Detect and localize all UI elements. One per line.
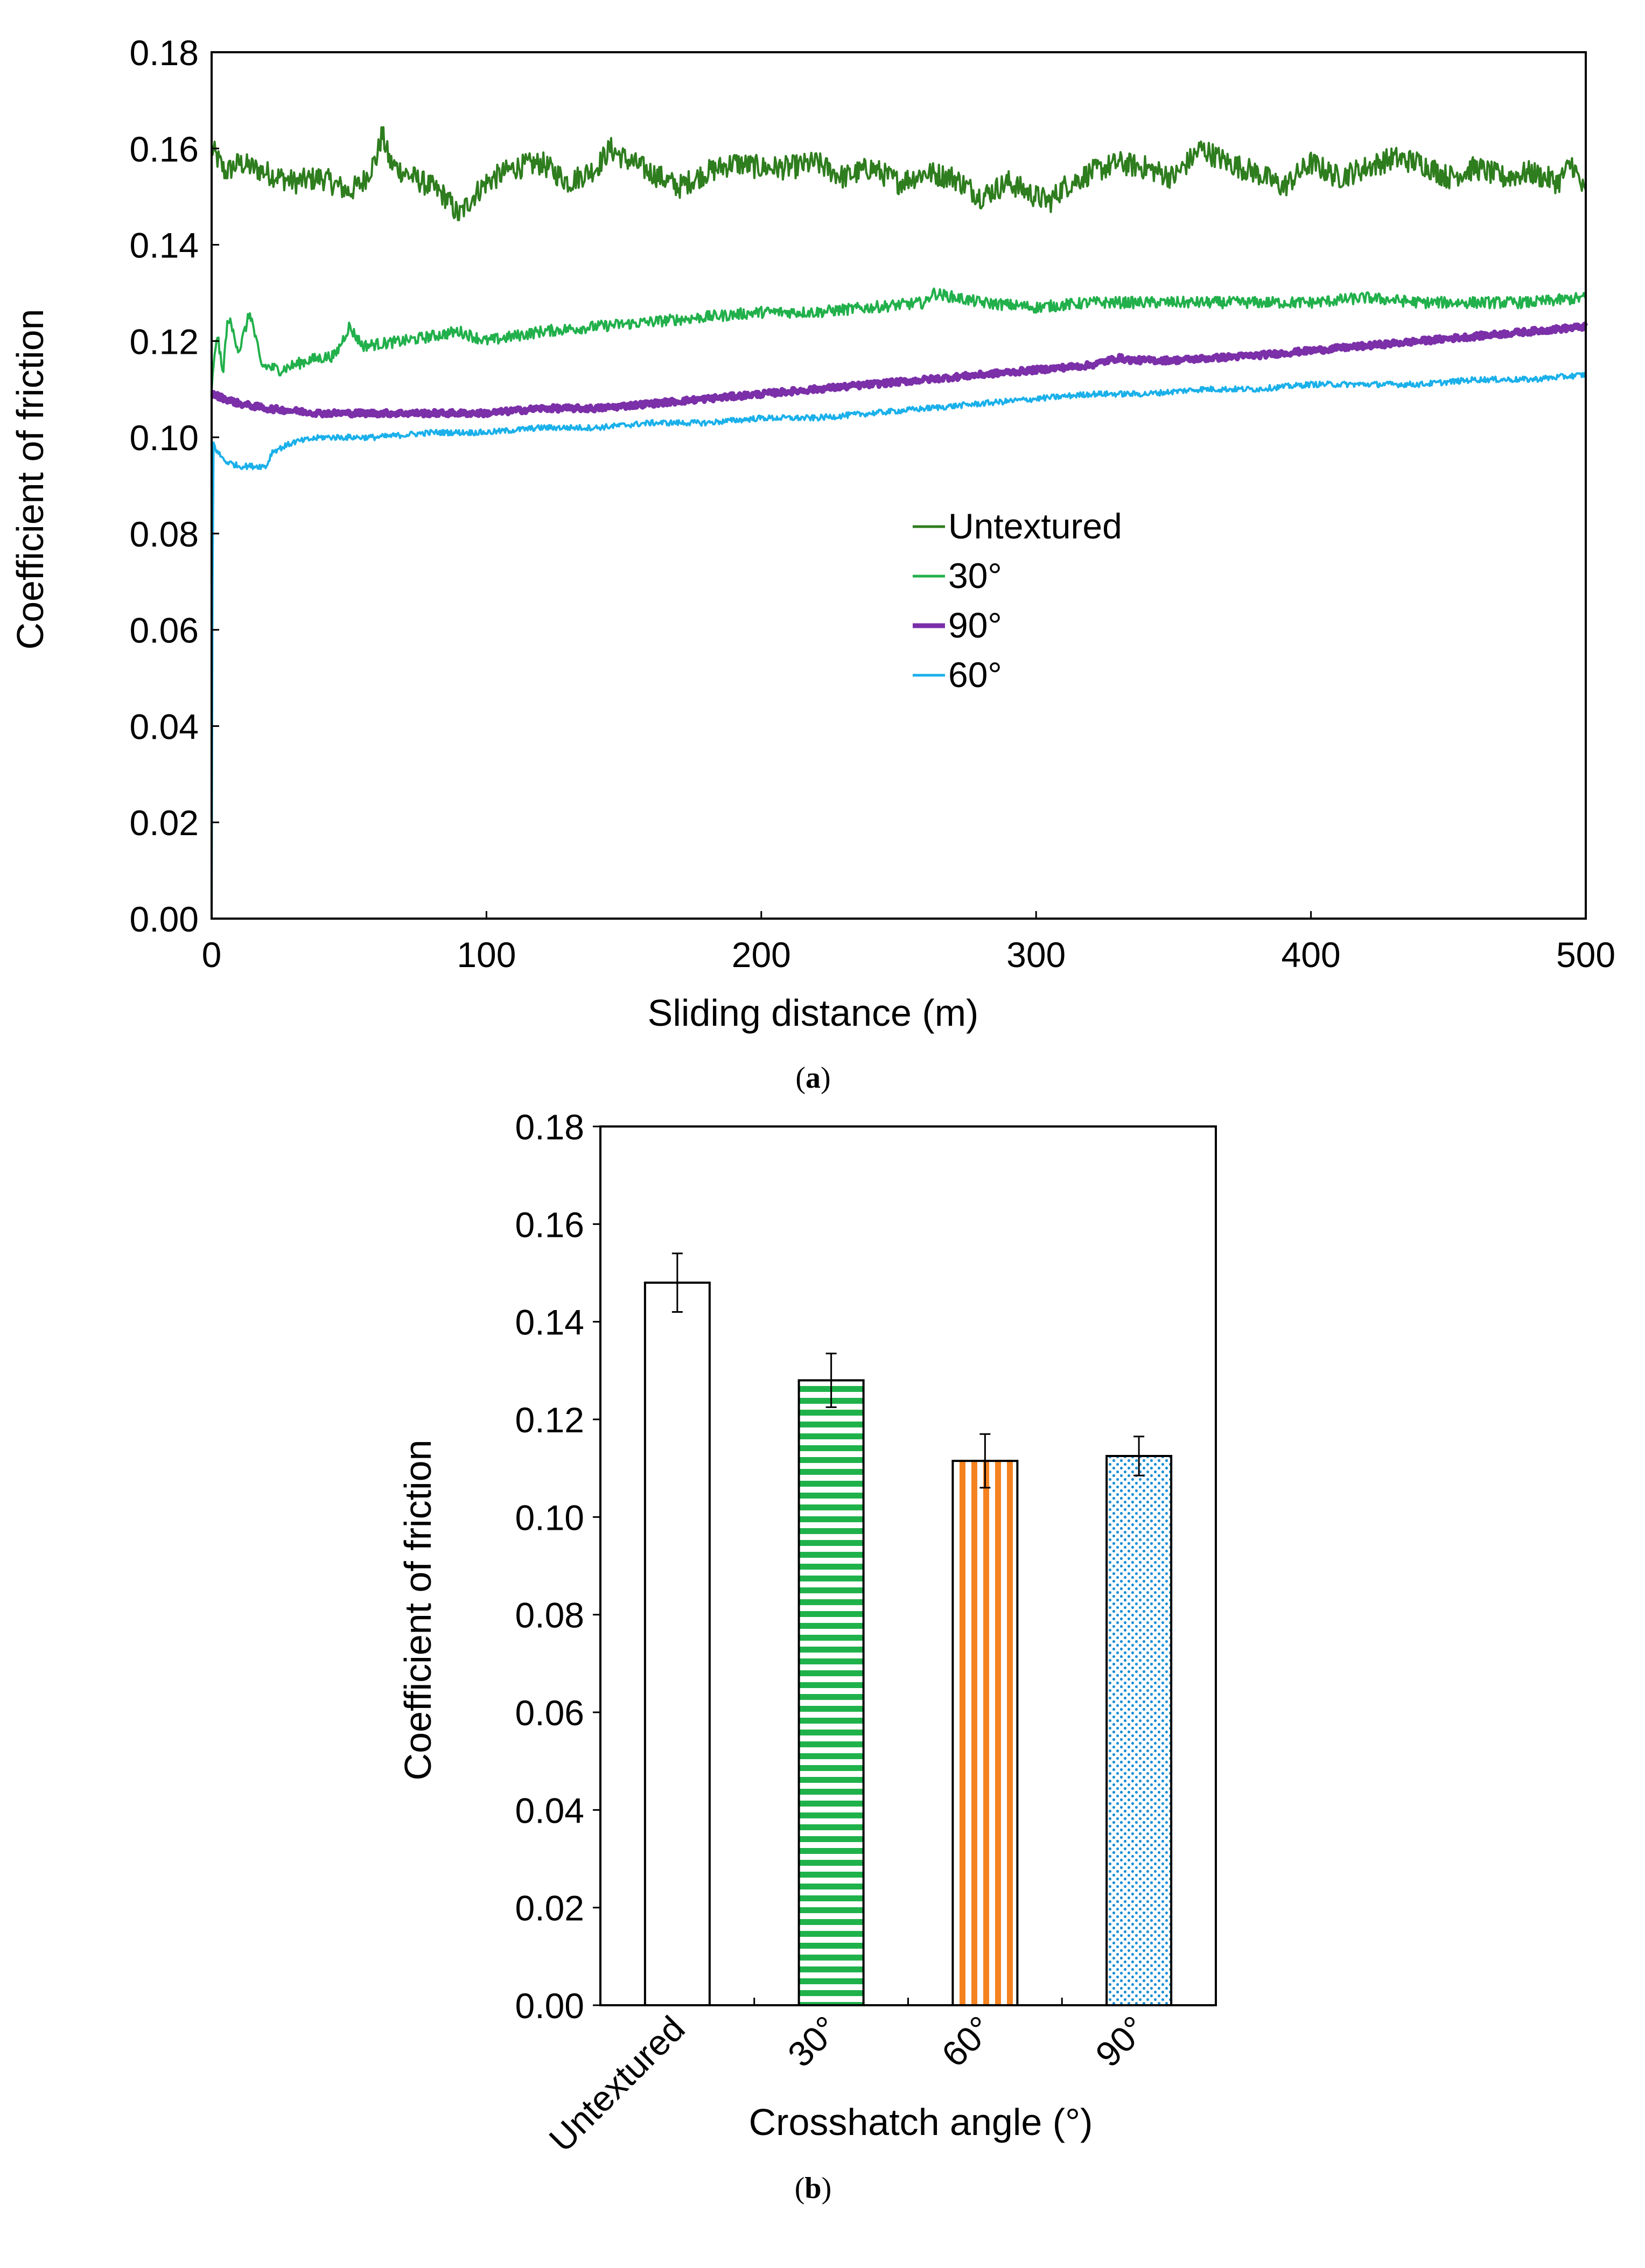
y-axis-ticks: 0.00 0.02 0.04 0.06 0.08 0.10 0.12 0.14 0.16 0.18: [515, 1107, 600, 2026]
y-axis-label: Coefficient of friction: [397, 1440, 439, 1781]
category-label: 60°: [934, 2008, 1000, 2075]
y-tick-label: 0.00: [130, 899, 199, 939]
y-tick-label: 0.18: [130, 33, 199, 73]
x-tick-label: 100: [457, 935, 516, 975]
legend: Untextured 30° 90° 60°: [913, 506, 1122, 695]
y-tick-label: 0.14: [130, 226, 199, 265]
panel-label-b-letter: b: [804, 2172, 821, 2205]
category-label: 30°: [780, 2008, 846, 2075]
y-tick-label: 0.12: [515, 1400, 584, 1440]
y-tick-label: 0.10: [130, 418, 199, 458]
line-series-group: [210, 126, 1588, 919]
y-tick-label: 0.04: [130, 706, 199, 746]
y-tick-label: 0.08: [130, 514, 199, 554]
y-tick-label: 0.02: [130, 803, 199, 843]
bar-group: [643, 1252, 1173, 2006]
y-tick-label: 0.16: [130, 129, 199, 169]
x-axis-label: Crosshatch angle (°): [749, 2101, 1093, 2143]
panel-label-a: (a): [795, 1061, 830, 1095]
series-line-3: [211, 372, 1587, 919]
x-tick-label: 300: [1006, 935, 1066, 975]
legend-label: 90°: [948, 605, 1002, 645]
y-tick-label: 0.08: [515, 1595, 584, 1635]
y-tick-label: 0.02: [515, 1888, 584, 1928]
x-axis-ticks: 0 100 200 300 400 500: [202, 911, 1615, 975]
bar-1: [797, 1379, 865, 2006]
x-tick-label: 500: [1556, 935, 1615, 975]
y-tick-label: 0.12: [130, 321, 199, 361]
x-tick-label: 400: [1282, 935, 1341, 975]
legend-label: 60°: [948, 655, 1002, 695]
y-tick-label: 0.06: [515, 1693, 584, 1733]
category-label: 90°: [1088, 2008, 1154, 2075]
series-line-1: [211, 288, 1587, 392]
y-tick-label: 0.10: [515, 1497, 584, 1537]
y-tick-label: 0.04: [515, 1790, 584, 1830]
bar-2: [951, 1460, 1019, 2006]
panel-label-b: (b): [795, 2172, 831, 2205]
bar-0: [643, 1282, 711, 2006]
line-chart-panel: 0.00 0.02 0.04 0.06 0.08 0.10 0.12 0.14 0.16 0.18…: [9, 33, 1615, 1095]
plot-frame: [211, 51, 1587, 920]
x-axis-label: Sliding distance (m): [648, 992, 979, 1034]
panel-label-a-letter: a: [806, 1061, 821, 1095]
y-tick-label: 0.00: [515, 1986, 584, 2026]
category-label: Untextured: [541, 2008, 692, 2160]
y-tick-label: 0.14: [515, 1303, 584, 1342]
y-tick-label: 0.06: [130, 611, 199, 650]
series-line-0: [211, 126, 1587, 221]
legend-label: 30°: [948, 556, 1002, 596]
x-tick-label: 0: [202, 935, 222, 975]
y-tick-label: 0.18: [515, 1107, 584, 1147]
bar-chart-panel: 0.00 0.02 0.04 0.06 0.08 0.10 0.12 0.14 0.16 0.18…: [397, 1107, 1217, 2205]
y-tick-label: 0.16: [515, 1205, 584, 1244]
y-axis-label: Coefficient of friction: [9, 309, 51, 650]
x-tick-label: 200: [732, 935, 791, 975]
legend-label: Untextured: [948, 506, 1122, 546]
series-line-2: [210, 321, 1588, 419]
y-axis-ticks: 0.00 0.02 0.04 0.06 0.08 0.10 0.12 0.14 0.16 0.18: [130, 33, 219, 939]
bar-3: [1105, 1455, 1173, 2006]
